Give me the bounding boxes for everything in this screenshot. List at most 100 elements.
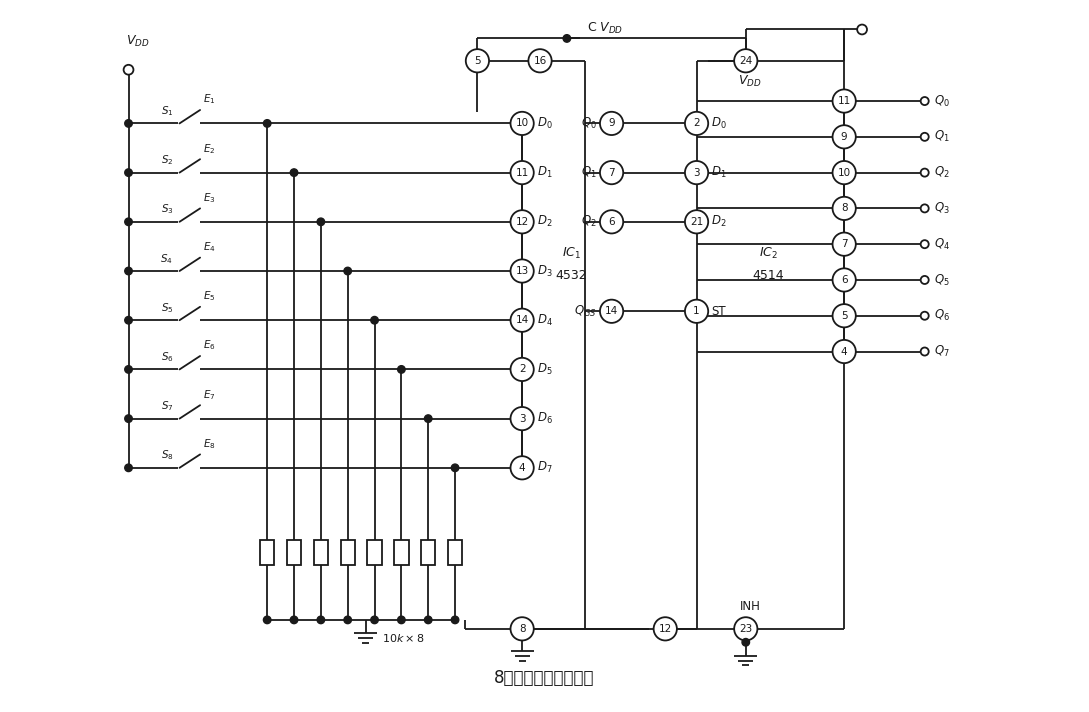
Circle shape [511, 358, 534, 381]
Text: 4532: 4532 [555, 269, 587, 282]
Circle shape [833, 125, 856, 149]
Circle shape [344, 267, 352, 275]
Circle shape [125, 267, 132, 275]
Text: $D_0$: $D_0$ [537, 116, 552, 131]
Text: 14: 14 [515, 315, 529, 325]
Circle shape [742, 639, 749, 646]
Circle shape [451, 616, 458, 624]
Text: $S_5$: $S_5$ [161, 301, 173, 315]
Text: 9: 9 [841, 132, 847, 142]
Text: $E_7$: $E_7$ [203, 388, 216, 402]
Text: $E_1$: $E_1$ [203, 93, 216, 106]
Circle shape [600, 210, 623, 234]
FancyBboxPatch shape [260, 540, 274, 565]
Circle shape [920, 240, 929, 248]
Circle shape [833, 268, 856, 292]
Text: $S_2$: $S_2$ [161, 154, 173, 167]
Text: ST: ST [711, 305, 726, 318]
Text: $Q_3$: $Q_3$ [933, 201, 950, 216]
Text: $Q_{{GS}}$: $Q_{{GS}}$ [574, 304, 597, 319]
Circle shape [563, 35, 571, 42]
Text: $Q_0$: $Q_0$ [933, 93, 950, 109]
Text: 10: 10 [515, 118, 528, 128]
Text: 4: 4 [841, 347, 847, 357]
Text: 5: 5 [474, 56, 480, 66]
Text: $Q_4$: $Q_4$ [933, 236, 950, 252]
Text: 4514: 4514 [752, 269, 784, 282]
Text: $D_7$: $D_7$ [537, 460, 552, 476]
Circle shape [124, 65, 134, 75]
Circle shape [451, 464, 458, 471]
Circle shape [125, 218, 132, 226]
Circle shape [600, 112, 623, 135]
Text: $V_{DD}$: $V_{DD}$ [126, 34, 149, 49]
FancyBboxPatch shape [448, 540, 462, 565]
Text: 23: 23 [739, 624, 752, 634]
Circle shape [685, 300, 708, 323]
Circle shape [833, 90, 856, 112]
Text: $D_2$: $D_2$ [711, 214, 726, 229]
Text: $10k\times8$: $10k\times8$ [381, 632, 425, 644]
Circle shape [833, 233, 856, 256]
Text: 3: 3 [518, 414, 526, 424]
Text: INH: INH [739, 600, 761, 613]
Text: $IC_2$: $IC_2$ [759, 246, 778, 261]
Text: 9: 9 [609, 118, 615, 128]
Circle shape [833, 161, 856, 184]
Circle shape [833, 304, 856, 328]
FancyBboxPatch shape [341, 540, 355, 565]
Text: $E_4$: $E_4$ [203, 240, 216, 254]
Circle shape [920, 133, 929, 141]
Text: $D_2$: $D_2$ [537, 214, 552, 229]
Text: 12: 12 [659, 624, 672, 634]
Circle shape [857, 25, 867, 34]
Text: $D_1$: $D_1$ [537, 165, 552, 180]
Text: 5: 5 [841, 310, 847, 320]
Text: 1: 1 [694, 306, 700, 316]
Text: $Q_{0}$: $Q_{0}$ [580, 116, 597, 131]
Text: $Q_1$: $Q_1$ [933, 130, 950, 145]
Text: $E_5$: $E_5$ [203, 289, 216, 303]
Circle shape [511, 456, 534, 479]
Circle shape [920, 312, 929, 320]
Text: 2: 2 [518, 365, 526, 375]
Circle shape [920, 276, 929, 284]
Circle shape [370, 616, 378, 624]
Text: 8: 8 [841, 204, 847, 214]
Circle shape [600, 300, 623, 323]
Text: $D_0$: $D_0$ [711, 116, 727, 131]
Text: 21: 21 [690, 217, 703, 227]
Text: $S_4$: $S_4$ [160, 252, 173, 266]
Text: $D_1$: $D_1$ [711, 165, 726, 180]
Text: $S_3$: $S_3$ [160, 203, 173, 216]
Circle shape [600, 161, 623, 184]
Text: 3: 3 [694, 167, 700, 177]
Text: $D_5$: $D_5$ [537, 362, 552, 377]
Text: 24: 24 [739, 56, 752, 66]
Circle shape [511, 161, 534, 184]
Text: 10: 10 [837, 167, 851, 177]
Circle shape [734, 617, 758, 641]
Circle shape [511, 407, 534, 430]
Circle shape [685, 112, 708, 135]
Circle shape [125, 169, 132, 177]
Circle shape [317, 218, 325, 226]
Circle shape [370, 316, 378, 324]
Circle shape [685, 210, 708, 234]
Circle shape [833, 197, 856, 220]
Circle shape [920, 97, 929, 105]
Text: $E_2$: $E_2$ [203, 142, 216, 156]
Text: $E_6$: $E_6$ [203, 339, 216, 352]
Circle shape [528, 49, 552, 73]
Circle shape [511, 617, 534, 641]
Text: $D_4$: $D_4$ [537, 313, 553, 328]
Text: 2: 2 [694, 118, 700, 128]
Text: $S_1$: $S_1$ [161, 104, 173, 118]
Text: $S_7$: $S_7$ [161, 399, 173, 413]
Text: 14: 14 [605, 306, 619, 316]
Circle shape [920, 169, 929, 177]
Circle shape [511, 210, 534, 234]
Circle shape [125, 316, 132, 324]
Text: 11: 11 [515, 167, 529, 177]
Circle shape [734, 49, 758, 73]
